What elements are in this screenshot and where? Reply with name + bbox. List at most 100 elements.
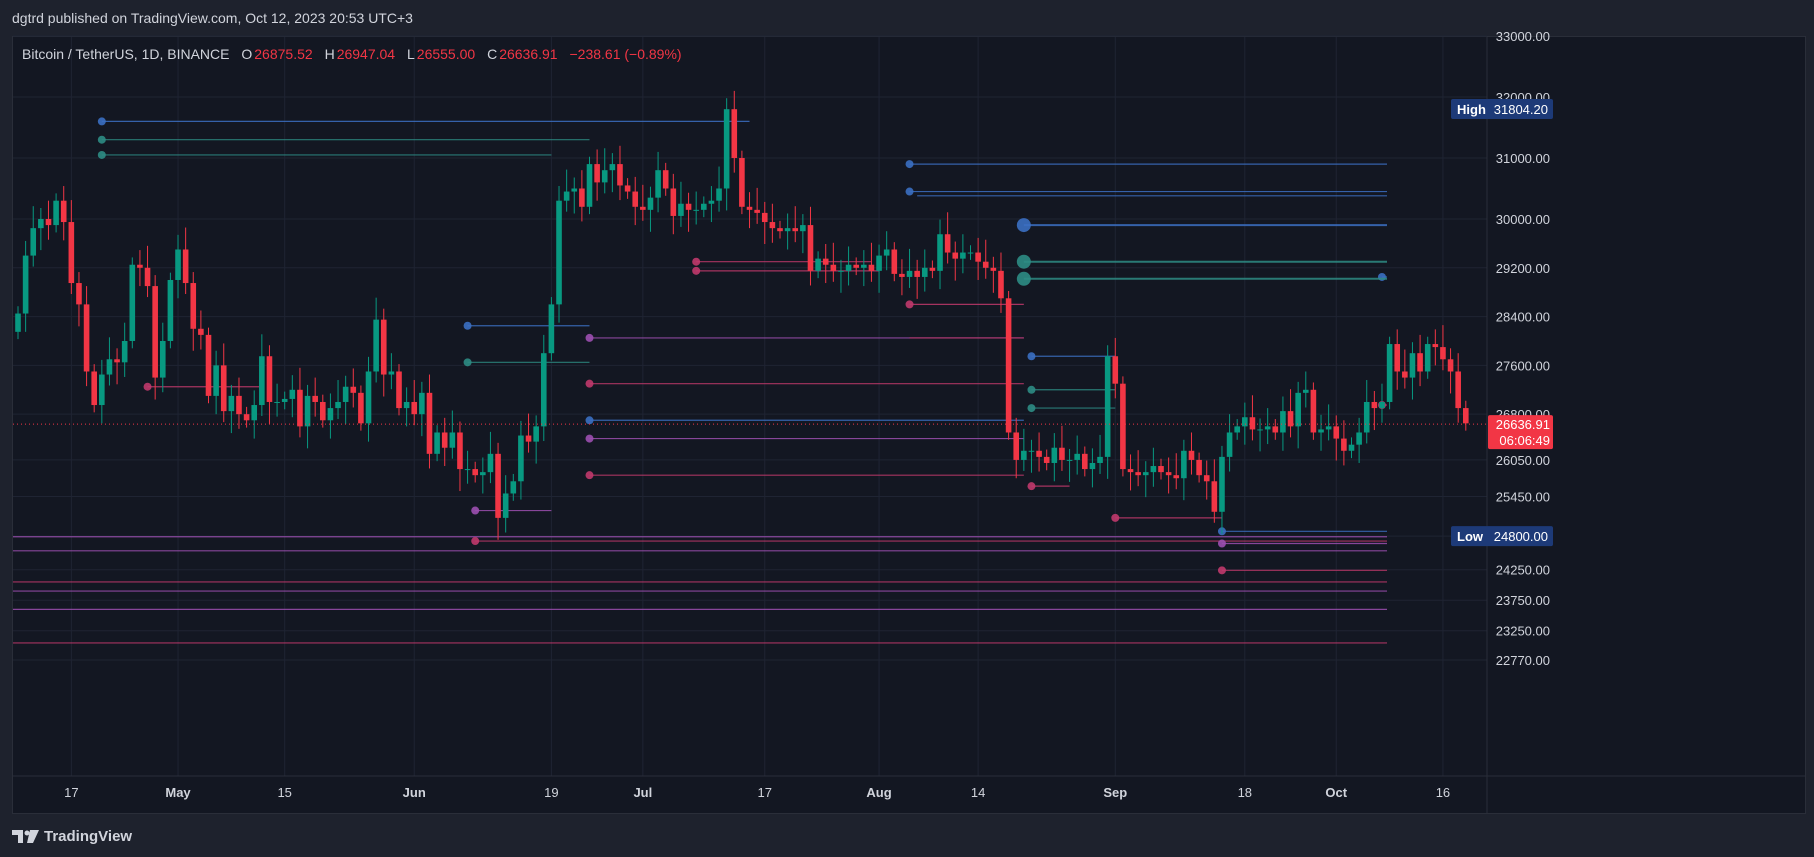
candle-up[interactable] [259,356,265,406]
candle-down[interactable] [83,304,90,372]
symbol-label[interactable]: Bitcoin / TetherUS, 1D, BINANCE [22,46,230,62]
candle-down[interactable] [1310,389,1317,433]
candle-up[interactable] [1348,444,1355,451]
level-marker[interactable] [1027,385,1036,394]
candle-down[interactable] [1371,401,1378,409]
candle-up[interactable] [213,365,219,396]
level-marker[interactable] [471,506,480,515]
candle-down[interactable] [617,164,623,186]
candle-up[interactable] [1051,447,1058,463]
candle-up[interactable] [419,392,425,415]
candle-up[interactable] [464,469,471,471]
candle-down[interactable] [670,188,677,216]
candle-down[interactable] [1127,469,1134,473]
candle-up[interactable] [1226,432,1233,457]
candle-up[interactable] [1356,432,1362,445]
level-marker[interactable] [1027,404,1036,413]
candle-up[interactable] [883,249,890,256]
candle-down[interactable] [1188,450,1195,460]
candle-down[interactable] [182,249,189,284]
level-marker[interactable] [1027,482,1036,491]
candle-up[interactable] [960,252,966,259]
candle-up[interactable] [861,264,867,268]
candle-down[interactable] [1341,438,1347,451]
candle-down[interactable] [853,264,859,268]
candle-up[interactable] [502,493,509,518]
candle-up[interactable] [1089,462,1096,470]
candle-up[interactable] [723,109,730,189]
candle-down[interactable] [792,228,799,232]
candle-down[interactable] [1333,426,1340,439]
candle-down[interactable] [1447,359,1454,372]
candle-down[interactable] [1112,356,1119,384]
candle-up[interactable] [1234,426,1240,433]
candle-down[interactable] [320,401,326,421]
candle-up[interactable] [373,319,379,372]
candle-down[interactable] [990,267,997,271]
candle-up[interactable] [38,218,44,229]
candle-up[interactable] [1379,401,1385,409]
candle-up[interactable] [586,164,593,207]
candle-down[interactable] [1432,344,1439,348]
candle-down[interactable] [731,109,738,158]
candle-up[interactable] [967,252,974,254]
candle-up[interactable] [1066,459,1073,461]
level-marker[interactable] [1027,352,1036,361]
candle-up[interactable] [281,398,288,402]
candle-down[interactable] [380,319,387,375]
candle-down[interactable] [1059,447,1065,460]
level-marker[interactable] [97,117,106,126]
candle-down[interactable] [1463,408,1469,424]
candle-down[interactable] [1203,475,1210,482]
candle-down[interactable] [769,222,776,229]
candle-up[interactable] [251,405,258,421]
candle-down[interactable] [685,203,692,210]
candle-up[interactable] [449,432,456,448]
candle-up[interactable] [1181,450,1187,479]
candle-up[interactable] [678,203,684,216]
candle-down[interactable] [411,401,418,415]
candle-down[interactable] [190,283,197,329]
candle-up[interactable] [876,255,882,271]
candle-down[interactable] [1211,481,1218,512]
candle-down[interactable] [236,395,242,415]
candle-down[interactable] [60,200,67,223]
candle-down[interactable] [1158,466,1164,473]
candle-up[interactable] [1409,353,1416,378]
candle-down[interactable] [350,386,357,393]
candle-up[interactable] [365,371,372,424]
level-marker[interactable] [585,471,594,480]
level-marker[interactable] [1111,513,1120,522]
candle-down[interactable] [220,365,227,412]
candle-up[interactable] [784,228,791,232]
candle-up[interactable] [906,270,913,277]
candle-down[interactable] [998,270,1004,299]
level-marker[interactable] [463,358,472,367]
candle-up[interactable] [1318,429,1324,433]
candle-up[interactable] [30,228,37,256]
candle-down[interactable] [929,267,936,271]
candle-up[interactable] [510,481,517,494]
level-marker[interactable] [905,300,914,309]
candle-down[interactable] [426,392,433,454]
candle-up[interactable] [1295,392,1301,427]
candle-down[interactable] [777,228,783,232]
candle-down[interactable] [1402,371,1408,378]
candle-up[interactable] [1150,466,1157,473]
candle-up[interactable] [1142,472,1149,476]
candle-up[interactable] [159,340,166,378]
candle-up[interactable] [106,359,113,375]
candle-up[interactable] [487,453,494,473]
candle-down[interactable] [396,371,402,409]
level-marker[interactable] [97,150,106,159]
candle-down[interactable] [1417,353,1423,372]
candle-up[interactable] [533,426,539,442]
candle-up[interactable] [716,188,722,201]
level-marker[interactable] [692,266,701,275]
candle-down[interactable] [624,185,631,192]
candle-up[interactable] [1302,389,1309,393]
candle-down[interactable] [457,432,463,470]
level-marker[interactable] [585,333,594,342]
level-marker[interactable] [585,379,594,388]
